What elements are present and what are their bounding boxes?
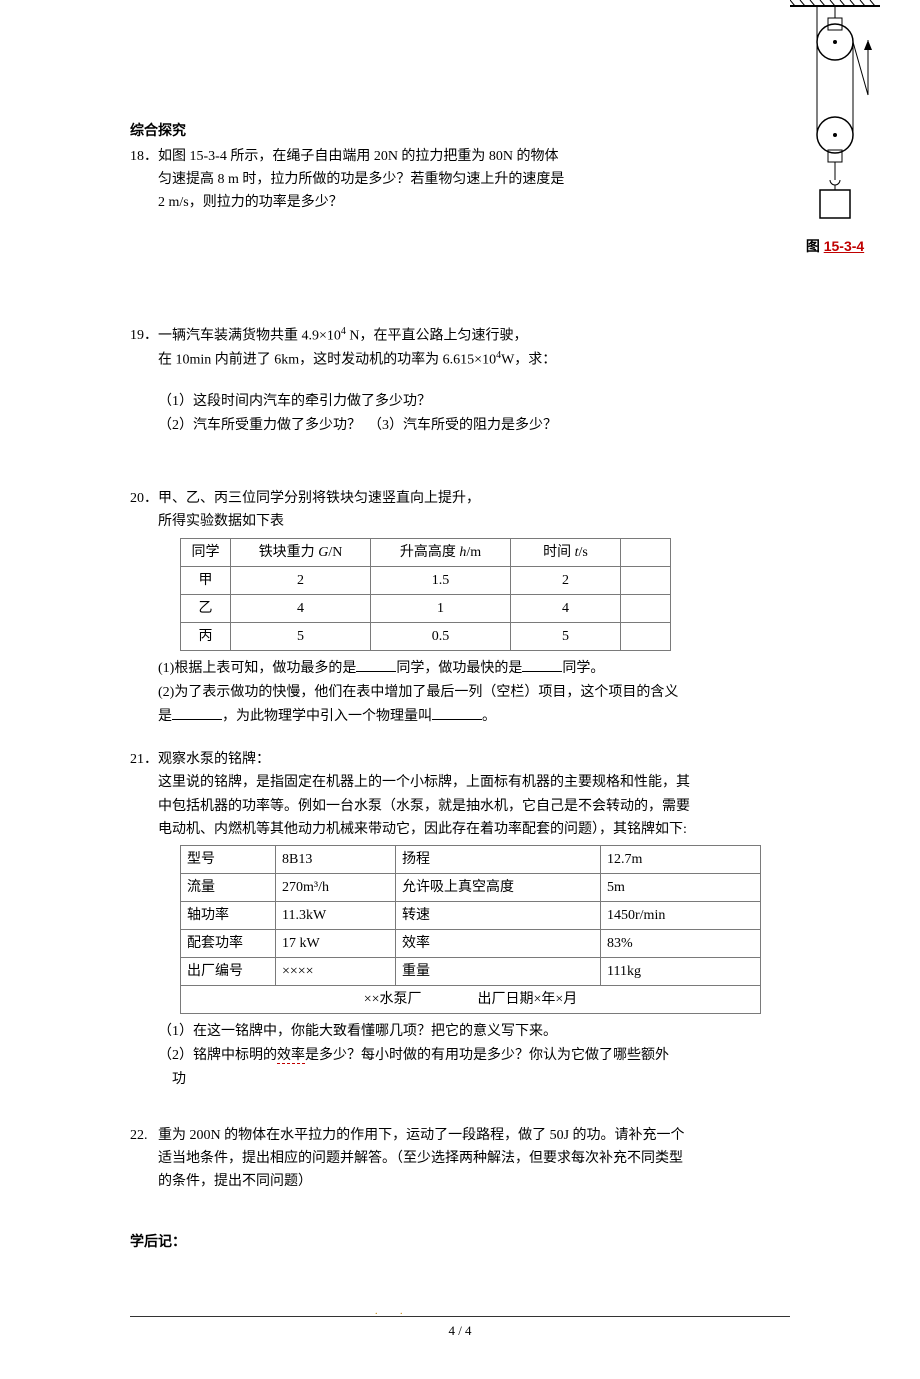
spacer <box>130 234 790 324</box>
footnote-divider: . . <box>130 1316 790 1317</box>
sub-question-1: （1）在这一铭牌中，你能大致看懂哪几项？把它的意义写下来。 <box>130 1020 790 1044</box>
spacer <box>130 1112 790 1124</box>
experiment-table: 同学 铁块重力 G/N 升高高度 h/m 时间 t/s 甲 2 1.5 2 乙 … <box>180 538 671 651</box>
problem-21: 21． 观察水泵的铭牌： 这里说的铭牌，是指固定在机器上的一个小标牌，上面标有机… <box>130 748 790 1091</box>
problem-body: 甲、乙、丙三位同学分别将铁块匀速竖直向上提升， 所得实验数据如下表 <box>130 487 790 533</box>
table-row: 丙 5 0.5 5 <box>181 622 671 650</box>
page: 综合探究 <box>0 0 920 1379</box>
sub-question-1: （1）这段时间内汽车的牵引力做了多少功？ <box>130 390 790 414</box>
problem-number: 20． <box>130 487 158 510</box>
problem-number: 19． <box>130 324 158 347</box>
figure-pulley: 图 15-3-4 <box>775 0 895 256</box>
nameplate-table: 型号8B13扬程12.7m 流量270m³/h允许吸上真空高度5m 轴功率11.… <box>180 845 761 1015</box>
sub-question-1: (1)根据上表可知，做功最多的是同学，做功最快的是同学。 <box>130 657 790 681</box>
blank <box>522 658 562 672</box>
problem-22: 22. 重为 200N 的物体在水平拉力的作用下，运动了一段路程，做了 50J … <box>130 1124 790 1193</box>
problem-number: 21． <box>130 748 158 771</box>
blank <box>432 706 482 720</box>
problem-body: 一辆汽车装满货物共重 4.9×104 N，在平直公路上匀速行驶， 在 10min… <box>130 324 790 372</box>
sub-question-2: (2)为了表示做功的快慢，他们在表中增加了最后一列（空栏）项目，这个项目的含义 … <box>130 681 790 729</box>
postscript-heading: 学后记： <box>130 1231 790 1251</box>
spacer <box>130 1213 790 1231</box>
table-row: 乙 4 1 4 <box>181 594 671 622</box>
table-footer-row: ××水泵厂 出厂日期×年×月 <box>181 986 761 1014</box>
table-header: 升高高度 h/m <box>371 538 511 566</box>
table-row: 配套功率17 kW效率83% <box>181 929 761 957</box>
spacer <box>130 1256 790 1286</box>
table-header: 铁块重力 G/N <box>231 538 371 566</box>
sub-question-2: （2）铭牌中标明的效率是多少？每小时做的有用功是多少？你认为它做了哪些额外 功 <box>130 1044 790 1092</box>
problem-18: 18． 如图 15-3-4 所示，在绳子自由端用 20N 的拉力把重为 80N … <box>130 145 790 214</box>
blank <box>356 658 396 672</box>
blank <box>172 706 222 720</box>
table-row: 甲 2 1.5 2 <box>181 566 671 594</box>
table-header <box>621 538 671 566</box>
table-header-row: 同学 铁块重力 G/N 升高高度 h/m 时间 t/s <box>181 538 671 566</box>
problem-body: 如图 15-3-4 所示，在绳子自由端用 20N 的拉力把重为 80N 的物体 … <box>130 145 790 214</box>
table-header: 时间 t/s <box>511 538 621 566</box>
section-heading: 综合探究 <box>130 120 790 140</box>
problem-number: 22. <box>130 1124 148 1147</box>
problem-body: 观察水泵的铭牌： 这里说的铭牌，是指固定在机器上的一个小标牌，上面标有机器的主要… <box>130 748 790 840</box>
spacer <box>130 457 790 487</box>
table-row: 出厂编号××××重量111kg <box>181 958 761 986</box>
problem-20: 20． 甲、乙、丙三位同学分别将铁块匀速竖直向上提升， 所得实验数据如下表 同学… <box>130 487 790 728</box>
pulley-diagram-icon <box>790 0 880 230</box>
problem-19: 19． 一辆汽车装满货物共重 4.9×104 N，在平直公路上匀速行驶， 在 1… <box>130 324 790 437</box>
sub-question-2-3: （2）汽车所受重力做了多少功？ （3）汽车所受的阻力是多少？ <box>130 414 790 438</box>
table-row: 型号8B13扬程12.7m <box>181 845 761 873</box>
problem-number: 18． <box>130 145 158 168</box>
problem-body: 重为 200N 的物体在水平拉力的作用下，运动了一段路程，做了 50J 的功。请… <box>130 1124 790 1193</box>
table-row: 轴功率11.3kW转速1450r/min <box>181 901 761 929</box>
figure-caption: 图 15-3-4 <box>775 236 895 256</box>
page-number: 4 / 4 <box>130 1323 790 1339</box>
table-header: 同学 <box>181 538 231 566</box>
table-row: 流量270m³/h允许吸上真空高度5m <box>181 873 761 901</box>
